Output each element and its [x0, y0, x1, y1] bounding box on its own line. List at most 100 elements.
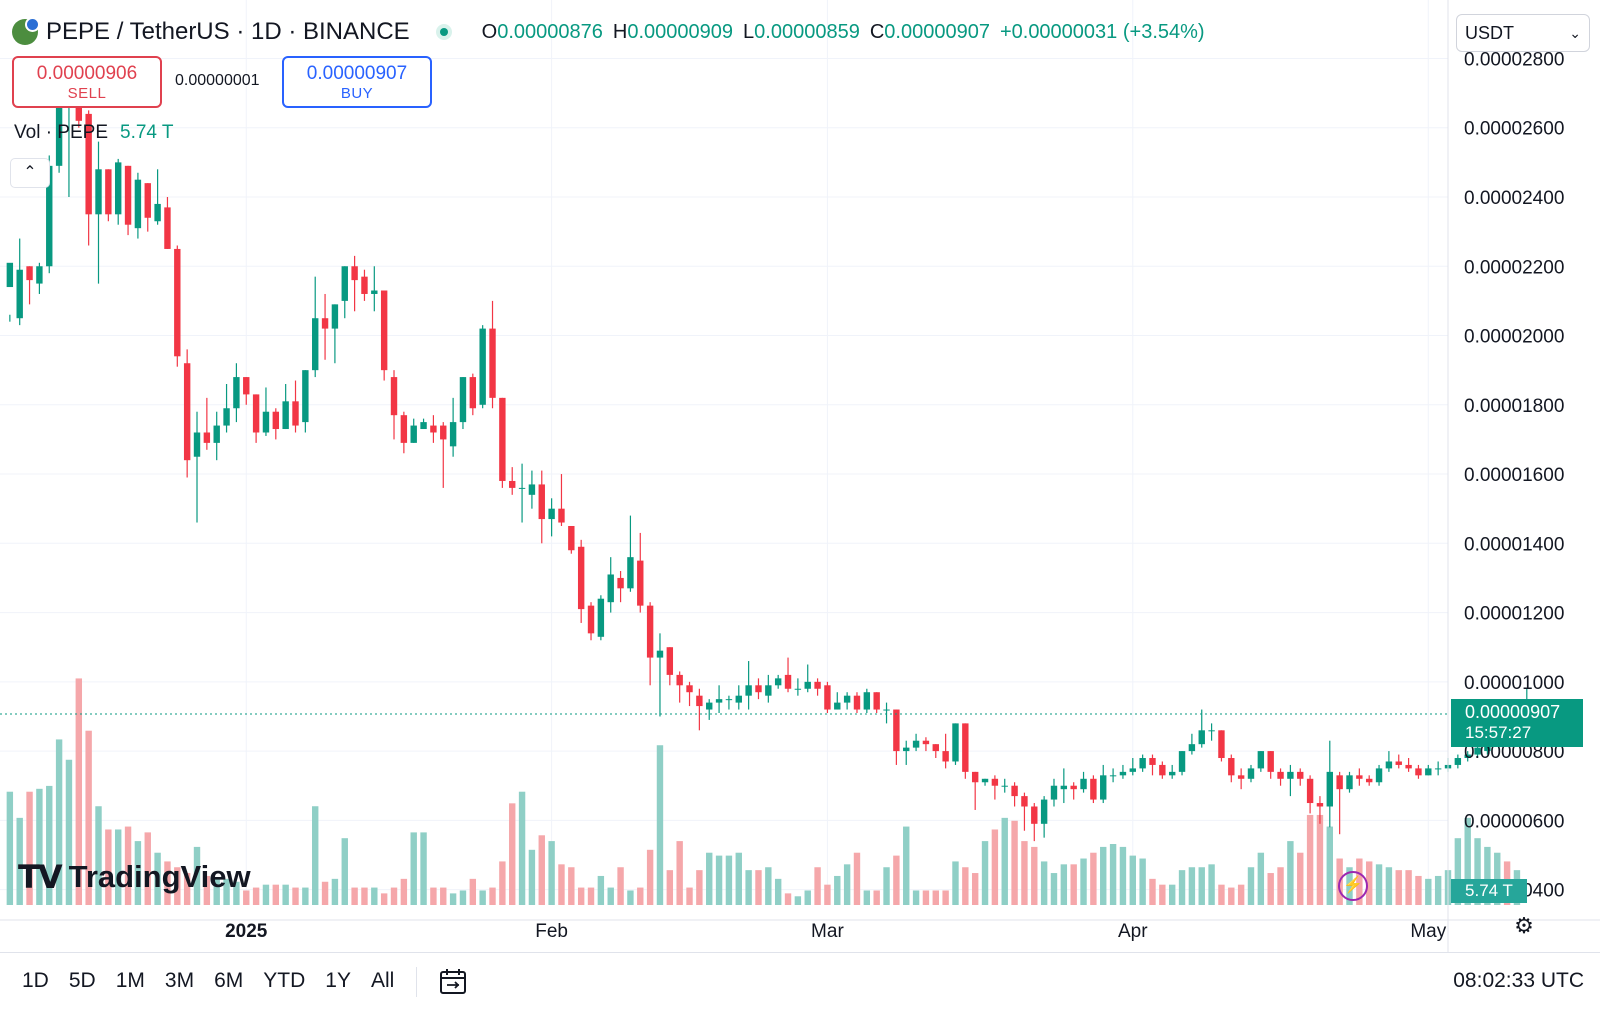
- candle-body: [1031, 806, 1038, 824]
- range-1m[interactable]: 1M: [115, 969, 145, 992]
- candle-body: [1100, 775, 1107, 800]
- low-key: L: [743, 20, 755, 43]
- volume-bar: [105, 829, 112, 905]
- symbol-title[interactable]: PEPE / TetherUS · 1D · BINANCE: [46, 18, 410, 45]
- candle-body: [509, 480, 516, 488]
- candle: [499, 397, 506, 488]
- market-open-icon: [435, 24, 452, 40]
- volume-legend-value: 5.74 T: [120, 122, 174, 143]
- volume-bar: [784, 893, 792, 905]
- volume-bar: [282, 884, 289, 905]
- candle-body: [824, 685, 831, 710]
- candle-body: [1405, 764, 1412, 769]
- volume-bar: [725, 855, 733, 905]
- candle-body: [361, 276, 368, 294]
- candle-body: [1188, 744, 1196, 752]
- candle-body: [853, 695, 861, 710]
- candle: [1464, 751, 1471, 762]
- volume-bars: [6, 678, 1521, 905]
- tradingview-logo[interactable]: ТV TradingView: [18, 858, 251, 896]
- candle: [489, 300, 496, 409]
- candle: [1356, 768, 1363, 786]
- close-key: C: [869, 20, 885, 43]
- candle-body: [1425, 768, 1432, 776]
- volume-bar: [607, 887, 614, 905]
- candle: [243, 377, 250, 405]
- volume-bar: [223, 878, 230, 905]
- volume-bar: [85, 730, 92, 905]
- candle-body: [1267, 751, 1274, 772]
- sell-label: SELL: [67, 85, 107, 102]
- volume-bar: [1316, 814, 1324, 905]
- volume-bar: [853, 852, 861, 905]
- candle: [568, 525, 575, 554]
- range-1d[interactable]: 1D: [22, 969, 49, 992]
- volume-bar: [26, 791, 33, 905]
- range-5d[interactable]: 5D: [68, 969, 96, 992]
- candle: [715, 685, 723, 713]
- candle: [213, 411, 220, 461]
- candle-body: [1395, 761, 1402, 765]
- range-all[interactable]: All: [370, 969, 395, 992]
- candle: [1365, 775, 1373, 786]
- volume-bar: [351, 887, 358, 905]
- candle-body: [282, 401, 289, 430]
- candle-body: [1011, 785, 1018, 797]
- candle-body: [1139, 758, 1146, 769]
- candle: [1218, 730, 1225, 762]
- candle: [479, 325, 486, 409]
- candle-body: [686, 685, 693, 693]
- candle: [843, 692, 851, 710]
- volume-bar: [1425, 878, 1432, 905]
- candle: [1050, 778, 1058, 807]
- candle-body: [144, 183, 151, 218]
- candle: [1188, 733, 1196, 755]
- candle: [676, 671, 683, 703]
- tradingview-wordmark: TradingView: [68, 859, 251, 894]
- candle-body: [302, 370, 309, 423]
- calendar-icon[interactable]: [438, 967, 468, 997]
- candle: [971, 771, 979, 810]
- candle: [440, 422, 447, 488]
- volume-bar: [804, 890, 811, 905]
- volume-bar: [469, 878, 477, 905]
- lightning-icon[interactable]: ⚡: [1338, 871, 1368, 901]
- candle: [558, 474, 565, 526]
- chevron-up-icon[interactable]: ⌃: [10, 158, 50, 188]
- candle: [361, 269, 368, 301]
- candle-body: [1001, 785, 1008, 787]
- range-6m[interactable]: 6M: [214, 969, 244, 992]
- volume-bar: [1198, 867, 1205, 905]
- candle-body: [774, 678, 782, 686]
- currency-value: USDT: [1465, 22, 1514, 43]
- candle: [765, 674, 772, 703]
- volume-bar: [1188, 867, 1196, 905]
- candle-body: [272, 411, 280, 430]
- gear-icon[interactable]: ⚙: [1514, 913, 1534, 938]
- currency-select[interactable]: USDT ⌄: [1456, 14, 1590, 52]
- range-ytd[interactable]: YTD: [263, 969, 306, 992]
- candle-body: [863, 692, 871, 710]
- candle-body: [243, 377, 250, 395]
- candle-body: [420, 422, 427, 430]
- candle-body: [765, 685, 772, 696]
- candle: [991, 775, 999, 800]
- volume-bar: [243, 890, 250, 905]
- candle: [883, 702, 890, 724]
- candle-body: [1070, 785, 1077, 790]
- buy-button[interactable]: 0.00000907 BUY: [282, 56, 432, 108]
- volume-bar: [1277, 867, 1284, 905]
- candle: [6, 262, 14, 322]
- candle: [804, 664, 811, 693]
- price-tick-label: 0.00002800: [1464, 49, 1564, 70]
- sell-price: 0.00000906: [36, 63, 138, 84]
- volume-bar: [755, 870, 762, 905]
- range-3m[interactable]: 3M: [164, 969, 195, 992]
- volume-legend[interactable]: Vol · PEPE 5.74 T: [14, 122, 174, 144]
- candle: [1375, 764, 1383, 786]
- range-1y[interactable]: 1Y: [325, 969, 351, 992]
- buy-price: 0.00000907: [306, 63, 408, 84]
- sell-button[interactable]: 0.00000906 SELL: [12, 56, 162, 108]
- utc-clock[interactable]: 08:02:33 UTC: [1453, 969, 1584, 992]
